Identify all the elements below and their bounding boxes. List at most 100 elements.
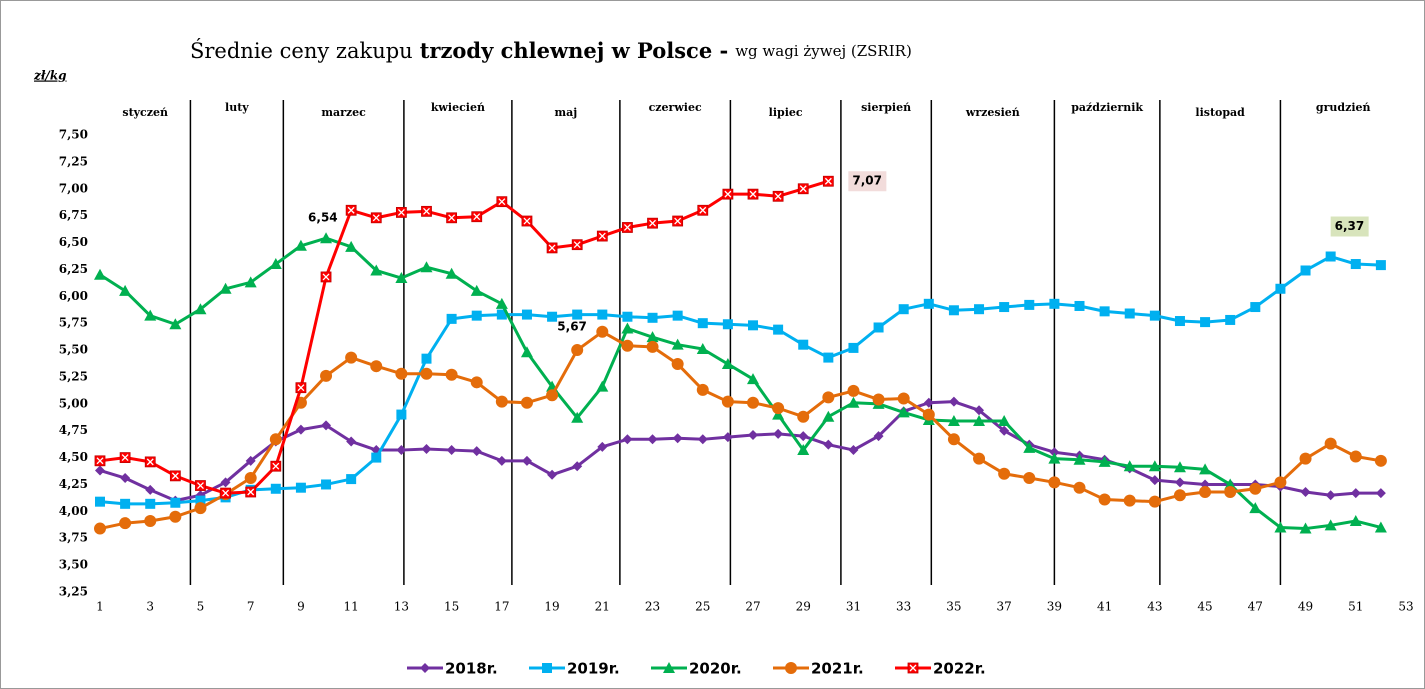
marker <box>1249 502 1262 514</box>
marker <box>948 305 959 316</box>
x-tick-label: 31 <box>846 600 861 614</box>
marker <box>696 383 709 396</box>
marker <box>748 320 758 331</box>
marker <box>169 318 182 330</box>
marker <box>822 410 835 422</box>
marker <box>95 465 105 476</box>
marker <box>421 353 432 364</box>
marker <box>94 268 106 280</box>
marker <box>798 339 809 350</box>
marker <box>1148 460 1161 472</box>
marker-cross <box>272 462 280 470</box>
x-tick-label: 7 <box>247 600 255 614</box>
marker <box>446 445 457 456</box>
marker <box>1174 316 1185 327</box>
marker <box>973 415 986 427</box>
marker <box>396 409 407 420</box>
marker <box>1048 476 1061 489</box>
marker <box>947 415 960 427</box>
y-tick-label: 5,75 <box>59 316 88 330</box>
marker-cross <box>197 482 204 490</box>
marker <box>572 461 583 472</box>
marker-cross <box>674 217 682 225</box>
marker <box>873 431 884 442</box>
marker <box>848 445 859 456</box>
x-tick-label: 51 <box>1348 600 1363 614</box>
marker <box>697 204 709 216</box>
marker <box>396 445 407 456</box>
marker <box>119 517 132 530</box>
month-label: luty <box>225 101 249 114</box>
marker <box>597 309 608 320</box>
y-tick-label: 7,50 <box>59 128 88 142</box>
marker <box>647 312 658 323</box>
marker <box>947 433 960 446</box>
marker-cross <box>222 489 230 497</box>
marker <box>1299 452 1312 465</box>
marker <box>747 396 759 409</box>
marker <box>923 298 934 309</box>
marker <box>521 215 533 227</box>
marker <box>470 376 483 389</box>
marker <box>495 395 508 408</box>
x-tick-label: 19 <box>544 600 559 614</box>
marker <box>1224 485 1237 498</box>
marker <box>1023 441 1036 453</box>
marker <box>1299 522 1312 534</box>
x-tick-label: 37 <box>997 600 1012 614</box>
marker-cross <box>573 241 581 249</box>
x-tick-label: 23 <box>645 600 660 614</box>
marker-cross <box>598 232 606 240</box>
marker <box>785 662 797 674</box>
x-tick-label: 27 <box>745 600 760 614</box>
x-tick-label: 3 <box>146 600 154 614</box>
y-tick-label: 6,00 <box>59 289 88 303</box>
marker-cross <box>297 384 305 392</box>
marker <box>696 342 709 354</box>
marker <box>1049 298 1060 309</box>
marker <box>663 662 675 673</box>
marker <box>395 367 408 380</box>
marker-cross <box>548 244 556 252</box>
marker <box>1098 493 1111 506</box>
marker <box>1300 265 1311 276</box>
marker <box>646 331 659 343</box>
marker-cross <box>247 488 255 496</box>
marker <box>1124 308 1135 319</box>
data-label-box <box>848 171 887 192</box>
month-label: czerwiec <box>649 101 702 114</box>
marker <box>1099 306 1110 317</box>
marker <box>848 342 859 353</box>
marker <box>194 502 207 515</box>
marker <box>646 340 659 353</box>
marker <box>823 352 834 363</box>
y-tick-label: 5,50 <box>59 343 88 357</box>
marker <box>897 392 910 405</box>
marker-cross <box>423 207 430 215</box>
marker <box>1123 494 1136 507</box>
marker <box>672 310 683 321</box>
marker <box>496 309 507 320</box>
marker-cross <box>322 273 330 281</box>
marker <box>847 396 860 408</box>
marker-cross <box>448 214 456 222</box>
title-part: Średnie ceny zakupu <box>190 38 413 63</box>
y-tick-label: 5,00 <box>59 396 88 410</box>
x-tick-label: 45 <box>1197 600 1212 614</box>
marker <box>1274 476 1287 489</box>
marker <box>621 322 634 334</box>
marker <box>671 338 684 350</box>
marker <box>546 389 559 402</box>
y-tick-label: 4,50 <box>59 450 88 464</box>
marker <box>974 304 985 315</box>
marker <box>145 484 156 495</box>
marker-cross <box>699 206 707 214</box>
marker <box>647 434 658 445</box>
marker <box>1324 519 1337 531</box>
marker <box>722 188 734 200</box>
marker <box>220 477 231 488</box>
marker <box>471 446 482 457</box>
marker <box>847 384 860 397</box>
marker <box>1374 521 1387 533</box>
